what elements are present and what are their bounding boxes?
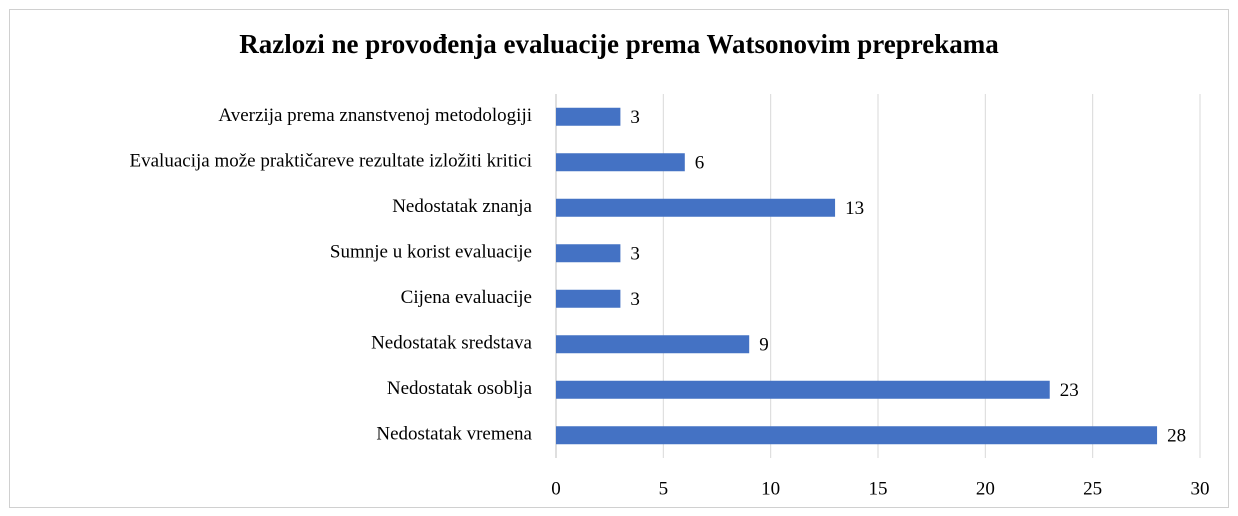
y-tick-label: Evaluacija može praktičareve rezultate i… <box>130 151 532 172</box>
y-tick-label: Nedostatak vremena <box>376 424 532 445</box>
bar <box>556 153 685 172</box>
bar <box>556 289 621 308</box>
bar <box>556 244 621 263</box>
bar <box>556 107 621 126</box>
x-tick-label: 15 <box>869 478 888 499</box>
y-tick-label: Nedostatak sredstava <box>371 333 532 354</box>
x-tick-label: 0 <box>551 478 561 499</box>
bar <box>556 198 836 217</box>
x-tick-label: 5 <box>659 478 669 499</box>
bar <box>556 426 1158 445</box>
data-label: 23 <box>1060 380 1079 401</box>
bar <box>556 335 750 354</box>
data-label: 9 <box>759 335 769 356</box>
chart-title: Razlozi ne provođenja evaluacije prema W… <box>239 29 999 59</box>
y-tick-label: Cijena evaluacije <box>401 287 532 308</box>
bar <box>556 380 1050 399</box>
data-label: 6 <box>695 153 705 174</box>
data-label: 3 <box>630 289 640 310</box>
y-tick-label: Averzija prema znanstvenoj metodologiji <box>218 105 532 126</box>
data-label: 3 <box>630 107 640 128</box>
y-tick-label: Nedostatak osoblja <box>387 378 533 399</box>
y-tick-label: Nedostatak znanja <box>392 196 532 217</box>
data-label: 3 <box>630 244 640 265</box>
x-tick-label: 10 <box>761 478 780 499</box>
x-tick-label: 20 <box>976 478 995 499</box>
x-tick-label: 25 <box>1083 478 1102 499</box>
x-tick-label: 30 <box>1191 478 1210 499</box>
data-label: 28 <box>1167 426 1186 447</box>
data-label: 13 <box>845 198 864 219</box>
y-tick-label: Sumnje u korist evaluacije <box>330 242 532 263</box>
